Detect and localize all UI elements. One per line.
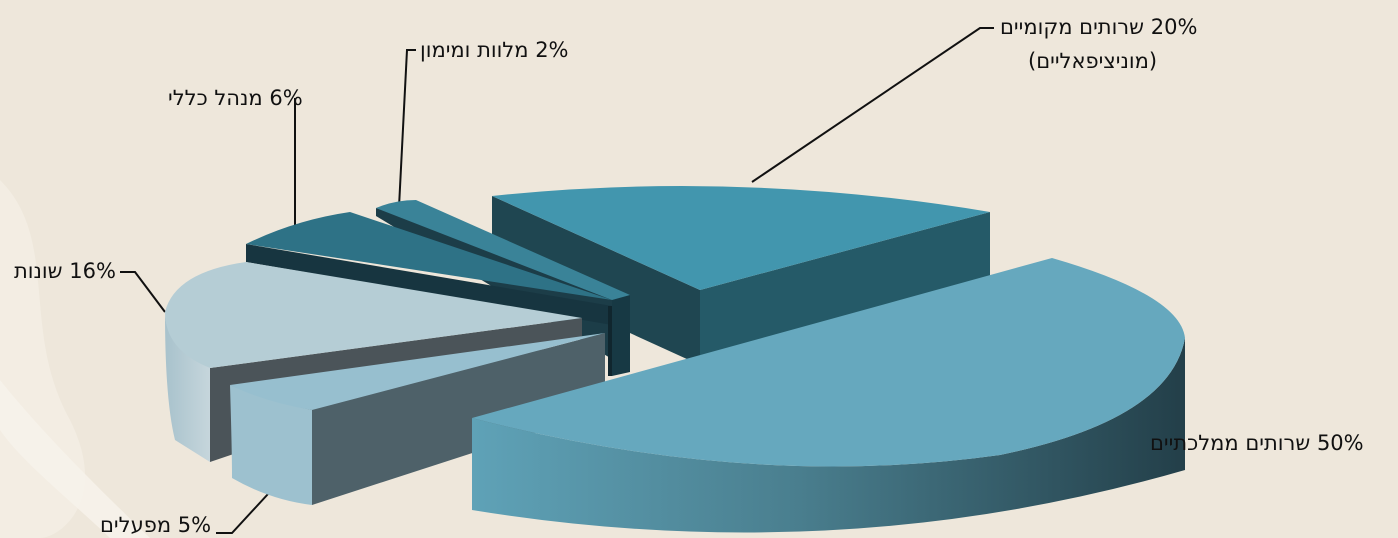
leader-line-misc	[120, 271, 166, 313]
leader-line-loans	[398, 49, 416, 208]
slice-general-top	[246, 212, 612, 300]
slice-factories-side	[312, 333, 605, 505]
slice-factories-front	[230, 385, 312, 505]
slice-state	[472, 258, 1185, 533]
label-state: 50% שרותים ממלכתיים	[1150, 431, 1364, 455]
label-factories: 5% מפעלים	[100, 513, 212, 537]
slice-misc-top	[165, 262, 582, 368]
label-municipal-line1: 20% שרותים מקומיים	[1000, 15, 1198, 39]
slice-factories	[230, 333, 605, 505]
background-swirl-2	[0, 380, 150, 538]
leader-line-factories	[216, 493, 269, 534]
slice-general-side	[246, 244, 612, 325]
slice-misc-side	[165, 312, 210, 462]
slice-state-side	[472, 338, 1185, 533]
leader-line-municipal	[751, 27, 994, 183]
label-loans: 2% מלוות ומימון	[420, 38, 569, 62]
label-general: 6% מנהל כללי	[168, 86, 303, 110]
slice-general	[246, 212, 612, 376]
label-municipal-line2: (מוניציפאליים)	[1028, 49, 1158, 73]
slice-municipal-top	[492, 186, 990, 290]
slice-loans-top	[376, 200, 630, 300]
slice-municipal-side-right	[700, 212, 990, 365]
slice-state-top	[472, 258, 1185, 467]
label-misc: 16% שונות	[14, 259, 116, 283]
slice-factories-top	[230, 333, 605, 410]
